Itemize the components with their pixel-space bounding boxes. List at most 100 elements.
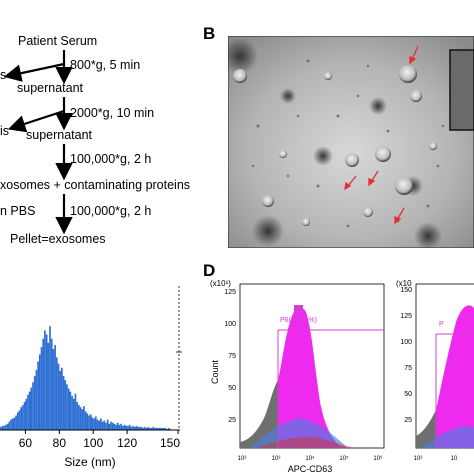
cytometry-scale-label-right: (x10 bbox=[396, 279, 412, 288]
histogram-bar bbox=[111, 422, 114, 430]
cytometry-plot-cd63: (x10¹) Count 25 50 75 100 125 P6(47.84%)… bbox=[210, 279, 385, 474]
histogram-bar bbox=[1, 425, 4, 430]
panel-label-d: D bbox=[203, 261, 216, 280]
histogram-bar bbox=[152, 426, 155, 430]
cytometry-ytick: 100 bbox=[224, 321, 236, 328]
histogram-bar bbox=[27, 394, 29, 430]
vesicle bbox=[429, 142, 437, 150]
cytometry-xtick: 10⁶ bbox=[373, 455, 383, 462]
histogram-bar bbox=[120, 423, 123, 430]
cytometry-ytick-right: 25 bbox=[404, 417, 412, 424]
histogram-bar bbox=[103, 420, 106, 430]
histogram-bar bbox=[55, 357, 58, 430]
histogram-bar bbox=[145, 427, 148, 430]
cytometry-y-label: Count bbox=[210, 360, 220, 385]
vesicle bbox=[363, 207, 373, 217]
histogram-bar bbox=[84, 411, 87, 430]
histogram-bar bbox=[149, 427, 151, 430]
flow-end: Pellet=exosomes bbox=[10, 232, 106, 246]
vesicle bbox=[262, 195, 274, 207]
cytometry-ytick: 50 bbox=[228, 385, 236, 392]
flow-step2: 2000*g, 10 min bbox=[70, 106, 155, 120]
histogram-bar bbox=[105, 422, 107, 430]
histogram-bar bbox=[155, 427, 158, 430]
flow-arrows bbox=[3, 50, 73, 235]
cytometry-xtick: 10⁴ bbox=[305, 455, 315, 462]
histogram-bar bbox=[20, 407, 23, 430]
histogram-bar bbox=[38, 354, 41, 430]
histogram-bar bbox=[93, 418, 95, 430]
cytometry-gate-handle bbox=[294, 305, 303, 312]
histogram-bar bbox=[137, 426, 140, 430]
histogram-bar bbox=[81, 409, 84, 430]
histogram-bar bbox=[67, 388, 70, 430]
cytometry-gate-label: P6(47.84%) bbox=[280, 317, 317, 324]
histogram-bar bbox=[86, 413, 89, 430]
histogram-bar bbox=[15, 415, 17, 430]
arrow-left-2 bbox=[7, 109, 65, 133]
histogram-bar bbox=[23, 402, 26, 430]
histogram-bar bbox=[167, 427, 170, 430]
histogram-x-label: Size (nm) bbox=[64, 455, 115, 469]
histogram-bar bbox=[100, 418, 102, 430]
histogram-bar bbox=[133, 426, 136, 430]
cytometry-xtick: 10² bbox=[238, 456, 247, 462]
histogram-tick-label: 100 bbox=[83, 436, 103, 450]
histogram-tick-label: 120 bbox=[117, 436, 137, 450]
histogram-bar bbox=[108, 423, 111, 430]
histogram-bar bbox=[116, 422, 119, 430]
flow-step1: 800*g, 5 min bbox=[70, 58, 141, 72]
cytometry-gated-population bbox=[278, 307, 350, 448]
histogram-bar bbox=[0, 426, 2, 430]
histogram-bar bbox=[142, 427, 145, 430]
flow-cytometry-plots: (x10¹) Count 25 50 75 100 125 P6(47.84%)… bbox=[210, 279, 474, 474]
histogram-bar bbox=[91, 417, 94, 430]
histogram-bar bbox=[130, 426, 133, 430]
vesicle bbox=[395, 177, 413, 195]
vesicle bbox=[279, 150, 287, 158]
cytometry-ytick-right: 75 bbox=[404, 365, 412, 372]
cytometry-xtick: 10⁵ bbox=[339, 455, 349, 462]
histogram-tick-label: 150 bbox=[160, 436, 180, 450]
vesicle bbox=[399, 65, 417, 83]
histogram-bar bbox=[132, 425, 134, 430]
histogram-bar bbox=[54, 344, 56, 430]
cytometry-xtick-right: 10 bbox=[451, 456, 458, 462]
vesicle bbox=[324, 72, 332, 80]
histogram-bar bbox=[59, 370, 62, 430]
histogram-bar bbox=[161, 427, 163, 430]
flow-resuspend: n PBS bbox=[0, 204, 36, 218]
cytometry-ytick: 25 bbox=[228, 417, 236, 424]
histogram-bar bbox=[157, 427, 160, 430]
histogram-bar bbox=[13, 417, 16, 430]
histogram-bar bbox=[76, 402, 78, 430]
histogram-bar bbox=[25, 398, 28, 430]
histogram-bar bbox=[45, 334, 48, 430]
histogram-bar bbox=[115, 424, 117, 430]
histogram-bar bbox=[135, 425, 138, 430]
histogram-bar bbox=[89, 414, 92, 430]
histogram-bar bbox=[35, 369, 38, 430]
flow-sup1: supernatant bbox=[17, 81, 84, 95]
flow-left1: s bbox=[0, 68, 7, 82]
histogram-bar bbox=[49, 326, 51, 430]
histogram-bar bbox=[83, 406, 85, 430]
histogram-bar bbox=[77, 405, 80, 430]
histogram-tick-label: 80 bbox=[53, 436, 67, 450]
histogram-bar bbox=[69, 391, 72, 430]
histogram-bar bbox=[159, 427, 162, 430]
histogram-bar bbox=[118, 424, 121, 430]
histogram-bar bbox=[62, 376, 65, 430]
cytometry-plot-right: (x10 25 50 75 100 125 150 P 10² 10 bbox=[396, 279, 474, 462]
cytometry-xtick: 10³ bbox=[272, 456, 281, 462]
cytometry-ytick-right: 100 bbox=[400, 339, 412, 346]
histogram-bar bbox=[122, 425, 124, 430]
cytometry-ytick: 125 bbox=[224, 289, 236, 296]
histogram-bar bbox=[52, 349, 55, 430]
flow-left2: is bbox=[0, 124, 10, 138]
histogram-bar bbox=[44, 330, 46, 430]
histogram-bar bbox=[16, 412, 19, 430]
histogram-bar bbox=[10, 419, 12, 430]
histogram-bar bbox=[57, 363, 60, 430]
histogram-bar bbox=[96, 419, 99, 430]
